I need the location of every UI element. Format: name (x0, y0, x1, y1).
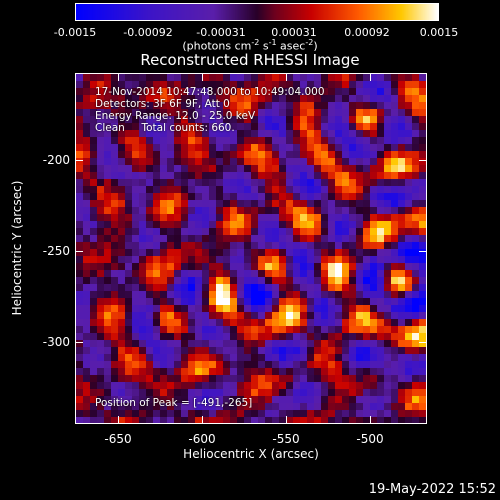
colorbar-units: (photons cm-2 s-1 asec-2) (182, 38, 318, 53)
plot-title: Reconstructed RHESSI Image (140, 51, 360, 69)
x-tick-label: -650 (104, 432, 132, 446)
colorbar-tick-label: -0.00031 (196, 26, 246, 39)
y-tick-label: -200 (42, 153, 70, 167)
info-clean-counts: Clean Total counts: 660. (95, 122, 235, 134)
y-tick-label: -300 (42, 335, 70, 349)
colorbar-tick-label: -0.00092 (123, 26, 173, 39)
info-energy-range: Energy Range: 12.0 - 25.0 keV (95, 110, 256, 122)
y-tick-label: -250 (42, 244, 70, 258)
y-axis-label: Heliocentric Y (arcsec) (10, 180, 24, 316)
image-plot-area (75, 73, 427, 424)
info-detectors: Detectors: 3F 6F 9F, Att 0 (95, 98, 230, 110)
colorbar-tick-label: -0.0015 (53, 26, 97, 39)
info-peak-position: Position of Peak = [-491,-265] (95, 397, 253, 409)
info-time-range: 17-Nov-2014 10:47:48.000 to 10:49:04.000 (95, 86, 325, 98)
colorbar-tick-label: 0.00031 (271, 26, 317, 39)
x-tick-label: -600 (188, 432, 216, 446)
heatmap-image (76, 74, 426, 423)
colorbar (75, 3, 439, 21)
colorbar-tick-label: 0.00092 (344, 26, 390, 39)
x-axis-label: Heliocentric X (arcsec) (183, 447, 319, 461)
x-tick-label: -550 (272, 432, 300, 446)
x-tick-label: -500 (356, 432, 384, 446)
colorbar-tick-label: 0.0015 (419, 26, 459, 39)
plot-timestamp: 19-May-2022 15:52 (368, 482, 496, 497)
